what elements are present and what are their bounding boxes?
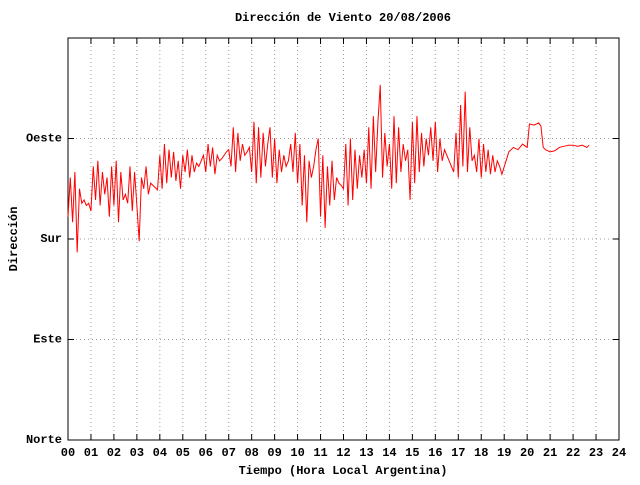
y-axis-label: Dirección xyxy=(7,207,21,272)
x-tick-label: 23 xyxy=(589,446,603,460)
x-tick-label: 00 xyxy=(61,446,75,460)
x-tick-label: 01 xyxy=(84,446,98,460)
chart-title: Dirección de Viento 20/08/2006 xyxy=(235,11,451,25)
y-tick-label: Oeste xyxy=(26,132,62,146)
x-tick-label: 22 xyxy=(566,446,580,460)
x-tick-label: 11 xyxy=(313,446,327,460)
x-tick-label: 07 xyxy=(222,446,236,460)
x-tick-label: 13 xyxy=(359,446,373,460)
x-tick-label: 04 xyxy=(153,446,167,460)
y-tick-label: Norte xyxy=(26,433,62,447)
plot-frame xyxy=(67,37,620,441)
x-tick-label: 14 xyxy=(382,446,396,460)
x-tick-label: 24 xyxy=(612,446,626,460)
x-tick-label: 20 xyxy=(520,446,534,460)
x-tick-label: 03 xyxy=(130,446,144,460)
x-tick-label: 16 xyxy=(428,446,442,460)
x-tick-label: 06 xyxy=(199,446,213,460)
x-tick-label: 18 xyxy=(474,446,488,460)
x-tick-label: 08 xyxy=(244,446,258,460)
x-tick-label: 02 xyxy=(107,446,121,460)
x-tick-label: 05 xyxy=(176,446,190,460)
x-tick-label: 17 xyxy=(451,446,465,460)
x-tick-label: 09 xyxy=(267,446,281,460)
x-tick-label: 15 xyxy=(405,446,419,460)
x-tick-label: 10 xyxy=(290,446,304,460)
x-axis-label: Tiempo (Hora Local Argentina) xyxy=(239,464,448,478)
x-tick-label: 21 xyxy=(543,446,557,460)
x-tick-label: 12 xyxy=(336,446,350,460)
data-line xyxy=(67,84,590,253)
y-tick-label: Este xyxy=(33,333,62,347)
x-tick-label: 19 xyxy=(497,446,511,460)
y-tick-label: Sur xyxy=(40,232,62,246)
